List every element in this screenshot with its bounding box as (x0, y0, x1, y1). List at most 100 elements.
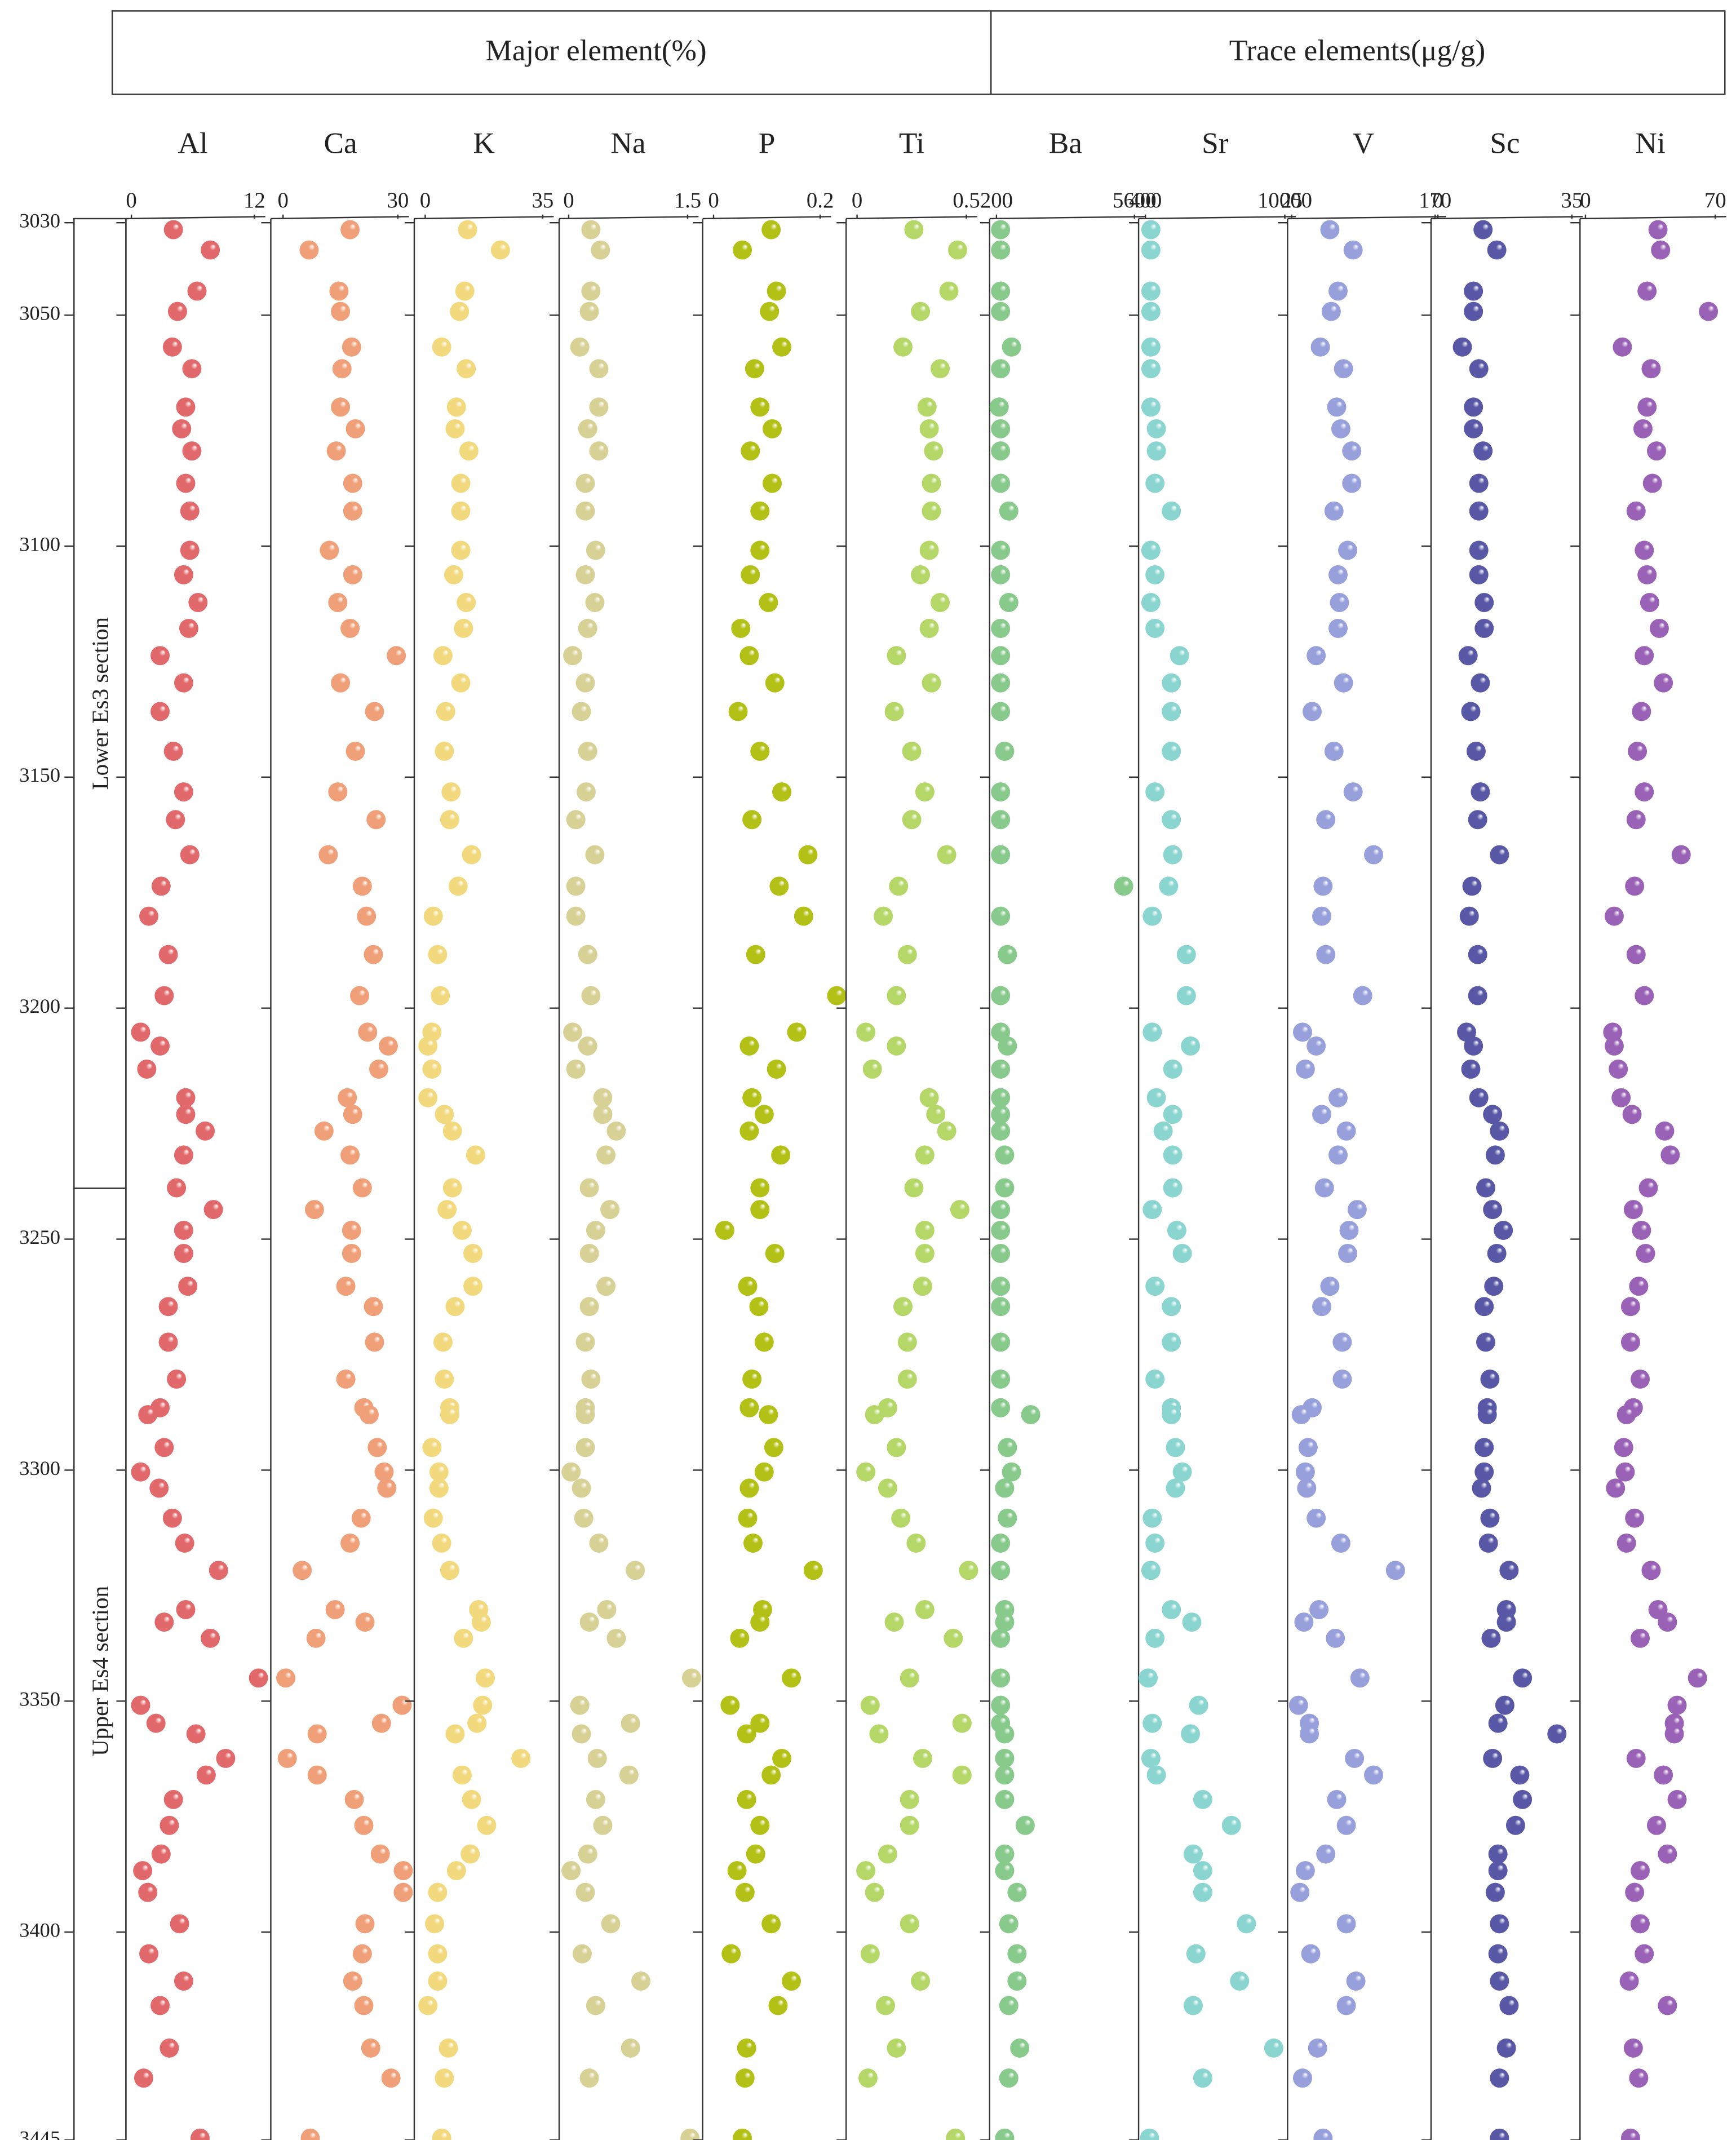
data-point (131, 1022, 150, 1042)
data-point (991, 1121, 1011, 1141)
data-point (1499, 1996, 1519, 2015)
data-point (325, 1600, 345, 1619)
data-point (1338, 1244, 1357, 1263)
data-point (425, 1914, 445, 1934)
data-point (581, 986, 601, 1005)
data-point (606, 1628, 626, 1648)
data-point (435, 1105, 454, 1124)
data-point (440, 1405, 459, 1425)
data-point (1298, 1438, 1318, 1457)
data-point (331, 397, 351, 417)
data-point (579, 302, 599, 321)
data-point (991, 1561, 1011, 1580)
data-point (374, 1462, 394, 1482)
x-tick-label: 400 (1129, 188, 1162, 212)
data-point (154, 1438, 174, 1457)
data-point (1604, 1036, 1624, 1056)
data-point (575, 673, 595, 693)
data-point (167, 1369, 187, 1389)
data-point (174, 1244, 193, 1263)
data-point (393, 1861, 413, 1881)
data-point (1626, 945, 1646, 964)
data-point (138, 1405, 158, 1425)
data-point (1638, 1178, 1658, 1198)
data-point (1490, 1914, 1509, 1934)
data-point (893, 337, 913, 357)
data-point (342, 1244, 361, 1263)
y-tick-label: 3250 (19, 1226, 60, 1248)
data-point (462, 845, 481, 865)
data-point (1176, 945, 1196, 964)
data-point (919, 419, 939, 438)
data-point (578, 1844, 597, 1864)
data-point (730, 1628, 750, 1648)
data-point (167, 1178, 187, 1198)
data-point (1622, 1105, 1642, 1124)
data-point (277, 1748, 297, 1768)
data-point (1237, 1914, 1256, 1934)
data-point (1307, 646, 1326, 666)
x-axis (559, 216, 699, 220)
data-point (737, 1724, 756, 1744)
data-point (1488, 1713, 1508, 1733)
data-point (860, 1944, 880, 1964)
data-point (745, 359, 764, 379)
data-point (1637, 281, 1657, 301)
data-point (361, 2038, 380, 2058)
data-point (606, 1121, 626, 1141)
data-point (186, 1724, 206, 1744)
x-tick-label: 0 (1580, 188, 1591, 212)
data-point (572, 1944, 592, 1964)
data-point (458, 220, 477, 240)
data-point (1181, 1036, 1201, 1056)
data-point (439, 2038, 458, 2058)
data-point (1510, 1765, 1530, 1785)
data-point (1142, 1508, 1162, 1528)
data-point (1162, 1297, 1181, 1317)
data-point (131, 1462, 150, 1482)
data-point (182, 359, 202, 379)
data-point (574, 1508, 594, 1528)
x-axis (1139, 216, 1296, 220)
data-point (343, 501, 362, 521)
data-point (1617, 1533, 1636, 1553)
data-point (300, 2128, 320, 2140)
data-point (621, 2038, 640, 2058)
data-point (764, 1438, 783, 1457)
element-name: Ni (1635, 126, 1665, 160)
x-tick-label: 35 (1561, 188, 1583, 212)
data-point (331, 673, 351, 693)
element-name: Ti (899, 126, 925, 160)
data-point (440, 1561, 459, 1580)
data-point (959, 1561, 978, 1580)
data-point (575, 1882, 595, 1902)
data-point (160, 2038, 179, 2058)
data-point (1295, 1059, 1315, 1079)
data-point (575, 473, 595, 493)
data-point (900, 1815, 919, 1835)
data-point (991, 646, 1011, 666)
data-point (418, 1036, 438, 1056)
data-point (586, 1996, 605, 2015)
data-point (1490, 1121, 1509, 1141)
data-point (452, 1765, 472, 1785)
x-tick-label: 0 (126, 188, 136, 212)
data-point (865, 1882, 884, 1902)
data-point (761, 220, 781, 240)
data-point (174, 1971, 193, 1991)
data-point (1345, 1748, 1365, 1768)
data-point (576, 782, 596, 802)
data-point (1688, 1668, 1707, 1688)
data-point (585, 593, 605, 612)
data-point (1162, 1332, 1181, 1352)
data-point (750, 1815, 770, 1835)
data-point (917, 397, 937, 417)
data-point (1476, 1178, 1495, 1198)
data-point (761, 1765, 781, 1785)
data-point (579, 1244, 599, 1263)
data-point (782, 1971, 801, 1991)
data-point (585, 845, 605, 865)
data-point (452, 1221, 472, 1240)
data-point (591, 240, 610, 260)
data-point (1474, 593, 1494, 612)
